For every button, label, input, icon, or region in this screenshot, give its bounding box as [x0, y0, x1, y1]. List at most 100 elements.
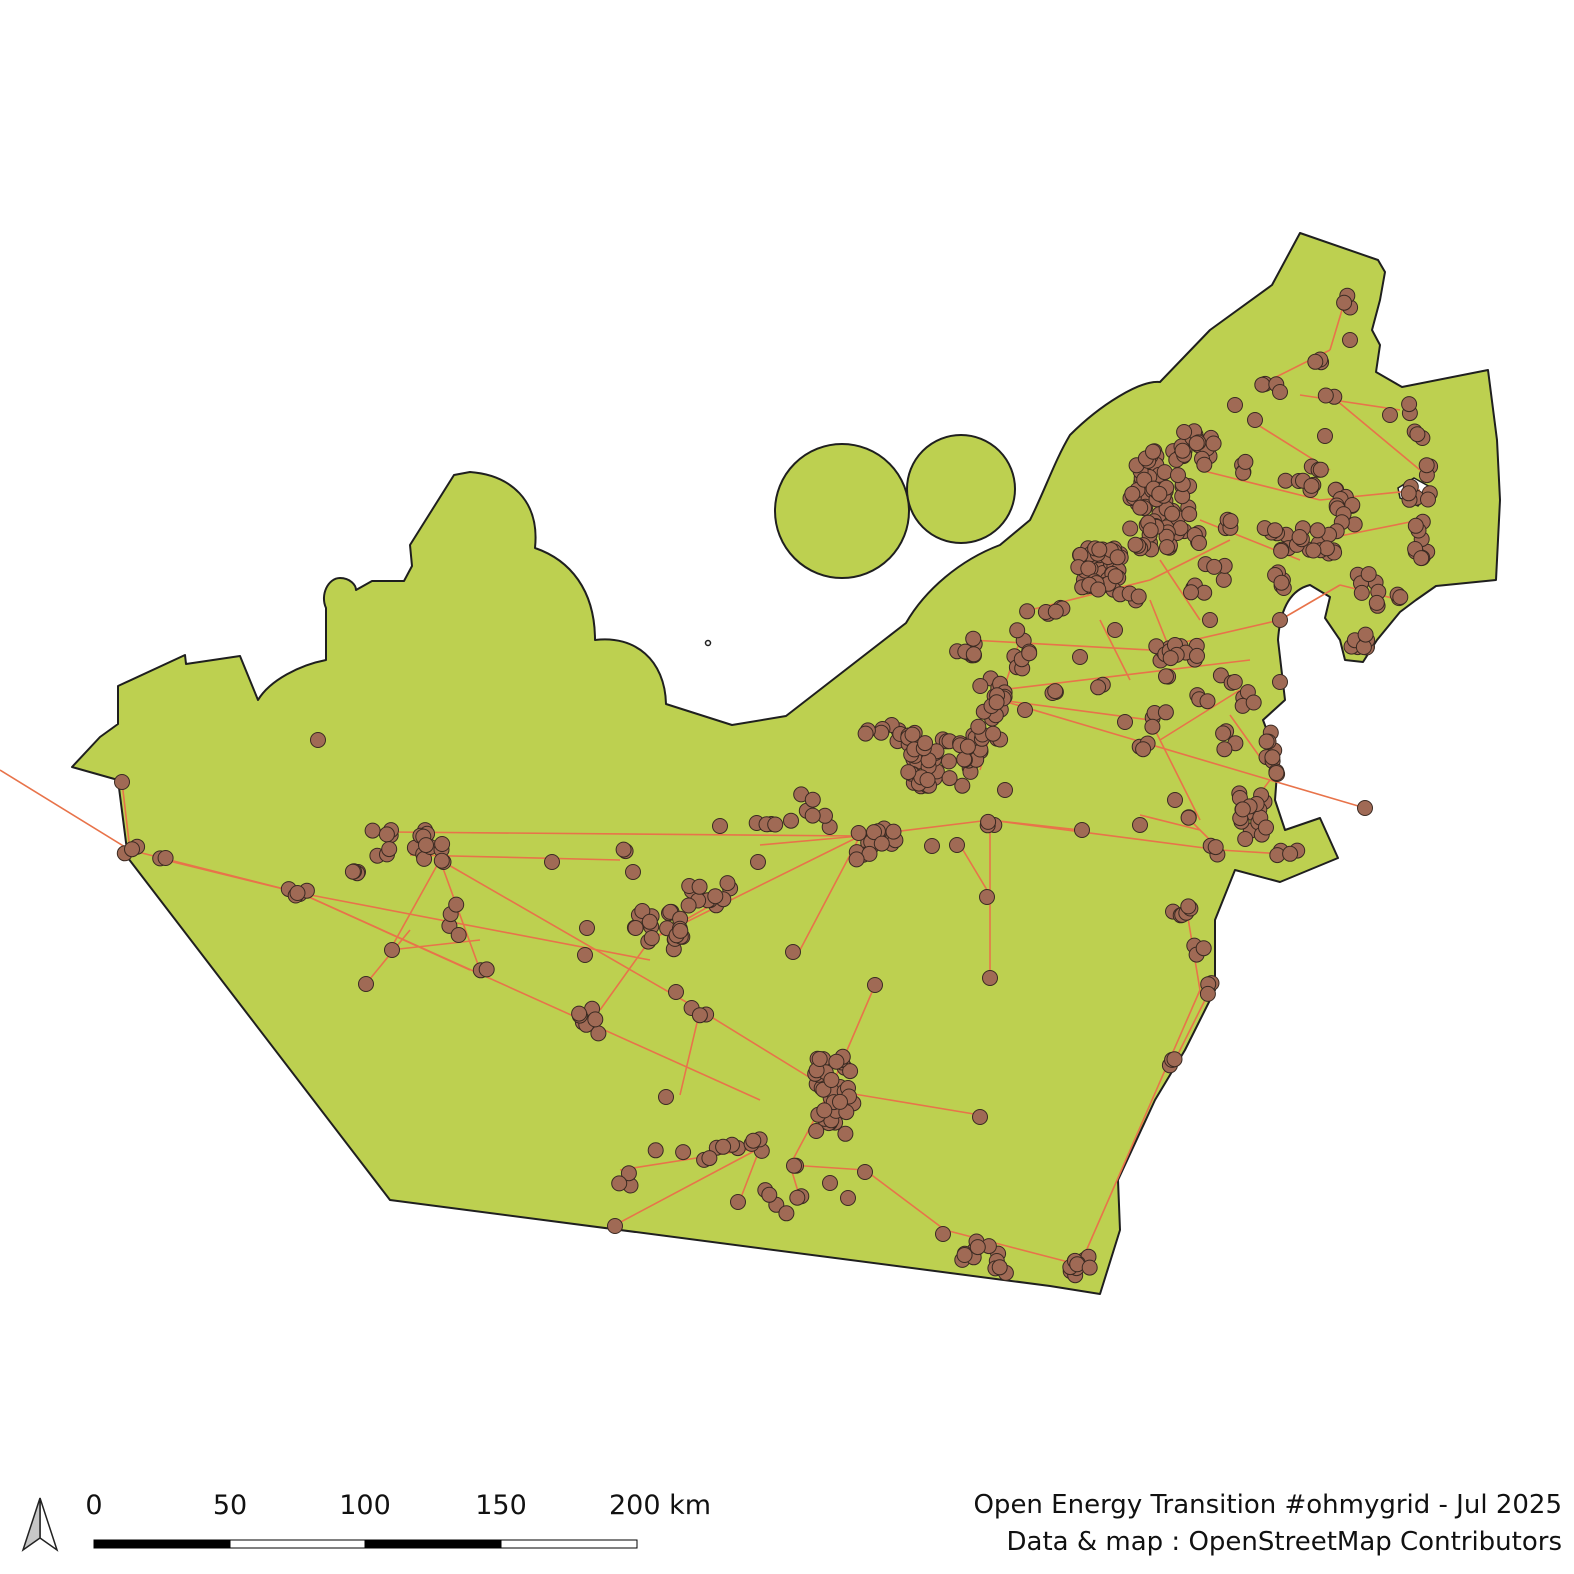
- substation-marker: [1273, 542, 1290, 559]
- substation-marker: [1268, 765, 1285, 781]
- substation-marker: [607, 1218, 623, 1234]
- substation-marker: [1401, 396, 1418, 413]
- credit-data-source: Data & map : OpenStreetMap Contributors: [1006, 1527, 1562, 1557]
- substation-marker: [767, 816, 784, 833]
- substation-marker: [1392, 589, 1409, 606]
- transmission-line: [389, 939, 481, 951]
- island-dot: [704, 639, 712, 647]
- substation-marker: [972, 678, 989, 694]
- substation-marker: [904, 726, 921, 743]
- substation-marker: [1117, 714, 1133, 730]
- substation-marker: [873, 835, 890, 852]
- substation-marker: [1180, 898, 1197, 915]
- credit-organization: Open Energy Transition #ohmygrid - Jul 2…: [973, 1490, 1562, 1520]
- substation-marker: [577, 947, 593, 963]
- transmission-line: [1029, 579, 1151, 611]
- transmission-line: [1339, 584, 1401, 601]
- substation-marker: [668, 984, 684, 1000]
- scale-segment: [364, 1539, 502, 1549]
- transmission-line: [1299, 394, 1401, 411]
- substation-marker: [418, 837, 434, 854]
- substation-marker: [1081, 1259, 1098, 1276]
- substation-marker: [1159, 539, 1175, 556]
- transmission-line: [599, 939, 651, 1011]
- substation-marker: [625, 864, 641, 880]
- substation-marker: [822, 1175, 838, 1191]
- substation-marker: [544, 854, 560, 870]
- substation-marker: [857, 725, 874, 742]
- transmission-line: [1079, 989, 1201, 1266]
- substation-marker: [1382, 407, 1398, 423]
- substation-marker: [1357, 626, 1374, 643]
- substation-marker: [672, 922, 689, 939]
- substation-marker: [1360, 566, 1377, 583]
- substation-marker: [1132, 499, 1149, 516]
- substation-marker: [970, 718, 987, 735]
- substation-marker: [919, 772, 936, 788]
- substation-marker: [434, 836, 451, 852]
- substation-marker: [1130, 588, 1147, 605]
- substation-marker: [310, 732, 326, 748]
- substation-marker: [969, 1239, 986, 1256]
- substation-marker: [1158, 668, 1174, 685]
- transmission-line: [999, 659, 1251, 691]
- substation-marker: [1167, 792, 1183, 808]
- substation-marker: [949, 837, 965, 853]
- substation-marker: [1174, 442, 1191, 459]
- substation-marker: [1216, 741, 1233, 758]
- substation-marker: [701, 1150, 718, 1167]
- substation-marker: [1418, 457, 1435, 474]
- substation-marker: [1205, 435, 1222, 452]
- substation-marker: [719, 875, 736, 892]
- transmission-line: [969, 639, 1151, 651]
- substation-marker: [627, 920, 644, 936]
- substation-marker: [1017, 702, 1033, 718]
- substation-marker: [1164, 505, 1181, 522]
- transmission-line: [864, 1169, 946, 1231]
- substation-marker: [611, 1175, 628, 1192]
- substation-marker: [1245, 694, 1262, 711]
- transmission-line: [989, 819, 1081, 831]
- substation-marker: [785, 944, 801, 960]
- substation-marker: [1151, 485, 1168, 502]
- substation-marker: [1303, 477, 1320, 494]
- substation-marker: [1234, 801, 1251, 818]
- substation-marker: [1021, 645, 1038, 662]
- substation-marker: [707, 888, 724, 905]
- substation-marker: [1215, 571, 1232, 588]
- substations: [114, 287, 1439, 1284]
- substation-marker: [850, 825, 867, 841]
- substation-marker: [1247, 412, 1263, 428]
- substation-marker: [1237, 453, 1254, 470]
- substation-marker: [433, 852, 450, 869]
- transmission-line: [959, 844, 991, 896]
- substation-marker: [1407, 517, 1424, 534]
- substation-marker: [900, 764, 917, 781]
- substation-marker: [1074, 822, 1090, 838]
- substation-marker: [124, 841, 140, 858]
- substation-marker: [1318, 540, 1335, 557]
- substation-marker: [816, 1102, 833, 1119]
- substation-marker: [1127, 536, 1144, 553]
- substation-marker: [1180, 809, 1197, 826]
- substation-marker: [712, 818, 728, 834]
- substation-marker: [828, 1053, 845, 1070]
- substation-marker: [1237, 831, 1254, 847]
- substation-marker: [1195, 940, 1212, 957]
- substation-marker: [1080, 560, 1097, 577]
- scale-label-100: 100: [339, 1490, 391, 1521]
- substation-marker: [1273, 574, 1290, 591]
- scale-segment: [500, 1539, 638, 1549]
- substation-marker: [1047, 683, 1064, 700]
- transmission-line: [0, 769, 131, 851]
- substation-marker: [1090, 581, 1107, 598]
- substation-marker: [157, 850, 174, 866]
- transmission-line: [1159, 559, 1201, 621]
- substation-marker: [997, 782, 1013, 798]
- substation-marker: [1309, 522, 1326, 539]
- substation-marker: [991, 1259, 1008, 1276]
- transmission-line: [759, 835, 861, 846]
- substation-marker: [715, 1138, 732, 1155]
- substation-marker: [1413, 550, 1430, 567]
